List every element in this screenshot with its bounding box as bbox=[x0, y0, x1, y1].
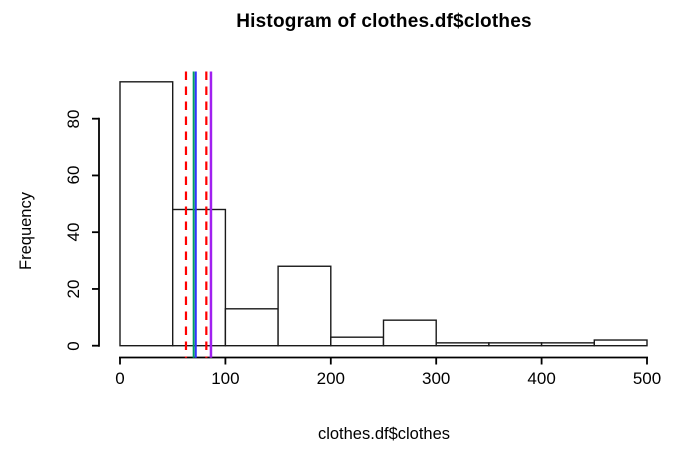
x-tick-label: 300 bbox=[422, 369, 451, 388]
histogram-bar bbox=[330, 336, 385, 347]
histogram-bar bbox=[488, 342, 543, 347]
x-tick-label: 400 bbox=[527, 369, 556, 388]
y-tick-label: 0 bbox=[64, 340, 83, 351]
histogram-bar bbox=[435, 342, 490, 347]
x-tick-label: 100 bbox=[211, 369, 240, 388]
histogram-bar bbox=[224, 308, 279, 347]
y-tick-label: 80 bbox=[64, 109, 83, 129]
histogram-bar bbox=[119, 81, 174, 347]
y-tick-label: 20 bbox=[64, 279, 83, 299]
histogram-bar bbox=[171, 208, 227, 347]
histogram-bar bbox=[540, 342, 595, 347]
x-tick-label: 500 bbox=[632, 369, 662, 388]
histogram-bar bbox=[593, 339, 648, 347]
x-tick-label: 200 bbox=[316, 369, 345, 388]
x-tick-label: 0 bbox=[115, 369, 125, 388]
x-axis-label: clothes.df$clothes bbox=[317, 425, 451, 443]
y-tick-label: 40 bbox=[64, 222, 83, 242]
chart-title: Histogram of clothes.df$clothes bbox=[236, 11, 532, 32]
y-axis-label: Frequency bbox=[16, 192, 35, 270]
histogram-bar bbox=[277, 265, 332, 347]
histogram-bar bbox=[382, 319, 437, 347]
y-tick-label: 60 bbox=[64, 165, 83, 185]
